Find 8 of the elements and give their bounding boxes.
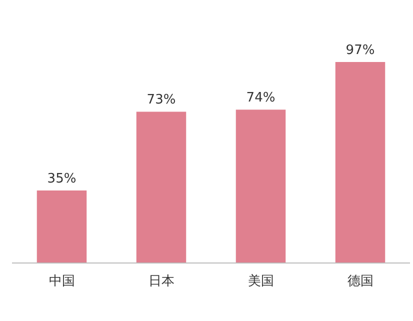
x-tick-label: 美国 xyxy=(248,273,274,289)
x-tick-label: 日本 xyxy=(148,274,174,289)
x-tick-label: 德国 xyxy=(347,274,374,289)
data-label: 74% xyxy=(246,90,276,106)
x-tick-label: 中国 xyxy=(48,274,75,289)
data-label: 73% xyxy=(146,92,176,108)
data-label: 35% xyxy=(47,171,76,186)
data-label: 97% xyxy=(346,43,375,58)
